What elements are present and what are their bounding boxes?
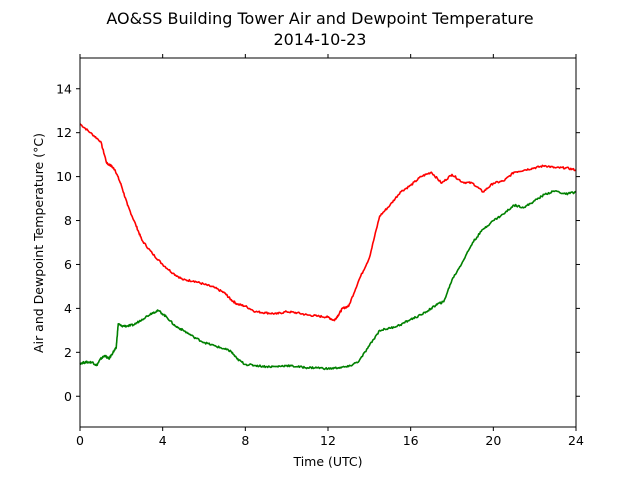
y-tick-label: 8 bbox=[64, 213, 72, 228]
x-tick-label: 24 bbox=[568, 433, 584, 448]
y-tick-label: 14 bbox=[56, 81, 72, 96]
y-axis: 0 2 4 6 8 10 12 14 bbox=[56, 81, 580, 404]
y-tick-label: 4 bbox=[64, 301, 72, 316]
x-tick-label: 20 bbox=[485, 433, 501, 448]
x-axis: 0 4 8 12 16 20 24 bbox=[76, 54, 584, 448]
series-line-1 bbox=[79, 123, 577, 322]
y-tick-label: 2 bbox=[64, 345, 72, 360]
plot-frame bbox=[79, 57, 577, 428]
x-tick-label: 0 bbox=[76, 433, 84, 448]
series-layer bbox=[79, 123, 577, 371]
x-tick-label: 16 bbox=[403, 433, 419, 448]
y-axis-label: Air and Dewpoint Temperature (°C) bbox=[31, 133, 46, 353]
chart-subtitle: 2014-10-23 bbox=[274, 30, 367, 49]
x-tick-label: 8 bbox=[241, 433, 249, 448]
y-tick-label: 0 bbox=[64, 389, 72, 404]
series-line-2 bbox=[79, 190, 577, 371]
y-tick-label: 10 bbox=[56, 169, 72, 184]
y-tick-label: 12 bbox=[56, 125, 72, 140]
y-tick-label: 6 bbox=[64, 257, 72, 272]
x-axis-label: Time (UTC) bbox=[292, 454, 362, 469]
x-tick-label: 12 bbox=[320, 433, 336, 448]
x-tick-label: 4 bbox=[159, 433, 167, 448]
chart-title: AO&SS Building Tower Air and Dewpoint Te… bbox=[106, 9, 533, 28]
